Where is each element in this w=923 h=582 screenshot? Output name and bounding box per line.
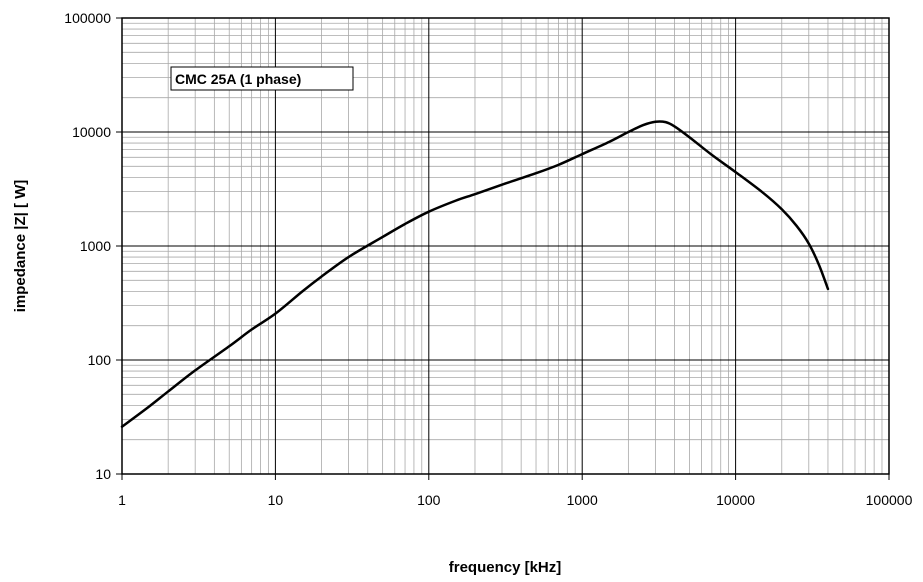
- x-axis-tick-labels: 1 10 100 1000 10000 100000: [118, 492, 912, 508]
- legend-frame: [170, 66, 354, 91]
- legend-label: CMC 25A (1 phase): [175, 71, 301, 87]
- x-tick-label: 10000: [716, 492, 755, 508]
- x-tick-label: 100000: [866, 492, 913, 508]
- x-axis-title: frequency [kHz]: [449, 559, 562, 576]
- y-tick-label: 10000: [72, 124, 111, 140]
- y-axis-title: impedance |Z| [ W]: [12, 180, 29, 313]
- y-tick-label: 100000: [64, 10, 111, 26]
- axis-ticks: [116, 17, 890, 480]
- x-tick-label: 10: [268, 492, 284, 508]
- x-tick-label: 1: [118, 492, 126, 508]
- x-tick-label: 1000: [567, 492, 598, 508]
- y-axis-tick-labels: 10 100 1000 10000 100000: [64, 10, 111, 482]
- series-layer: [120, 120, 830, 428]
- y-tick-label: 1000: [80, 238, 111, 254]
- y-tick-label: 10: [95, 466, 111, 482]
- x-tick-label: 100: [417, 492, 441, 508]
- y-tick-label: 100: [88, 352, 112, 368]
- legend-box: CMC 25A (1 phase): [170, 66, 354, 91]
- impedance-series-line: [120, 120, 830, 428]
